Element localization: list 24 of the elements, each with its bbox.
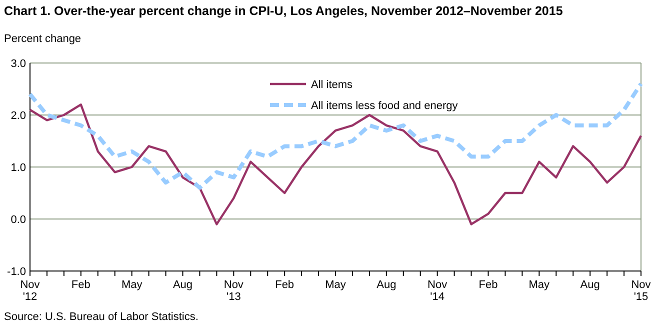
x-tick-label: Nov '14 — [428, 279, 448, 303]
x-tick-label: Aug — [172, 279, 193, 291]
source-note: Source: U.S. Bureau of Labor Statistics. — [4, 311, 198, 323]
line-series — [28, 82, 643, 190]
x-tick-label: May — [528, 279, 550, 291]
x-tick-label: Nov '13 — [224, 279, 244, 303]
x-tick-label: Aug — [376, 279, 396, 291]
y-tick-label: 0.0 — [10, 214, 26, 226]
x-tick-label: Aug — [580, 279, 600, 291]
x-tick-label: Feb — [478, 279, 498, 291]
y-tick-label: -1.0 — [7, 266, 26, 278]
y-tick-label: 3.0 — [10, 58, 26, 70]
x-tick-label: May — [121, 279, 143, 291]
y-axis-title: Percent change — [4, 33, 82, 45]
legend-label: All items — [311, 79, 354, 91]
x-tick-label: Nov '15 — [631, 279, 652, 303]
legend-label: All items less food and energy — [311, 100, 458, 112]
x-tick-label: Nov '12 — [20, 279, 40, 303]
chart-title: Chart 1. Over-the-year percent change in CPI-U, Los Angeles, November 2012–November 2015 — [4, 4, 563, 18]
y-tick-label: 1.0 — [10, 162, 26, 174]
x-tick-label: May — [325, 279, 346, 291]
x-tick-label: Feb — [275, 279, 294, 291]
y-tick-label: 2.0 — [10, 110, 26, 122]
x-tick-label: Feb — [71, 279, 90, 291]
